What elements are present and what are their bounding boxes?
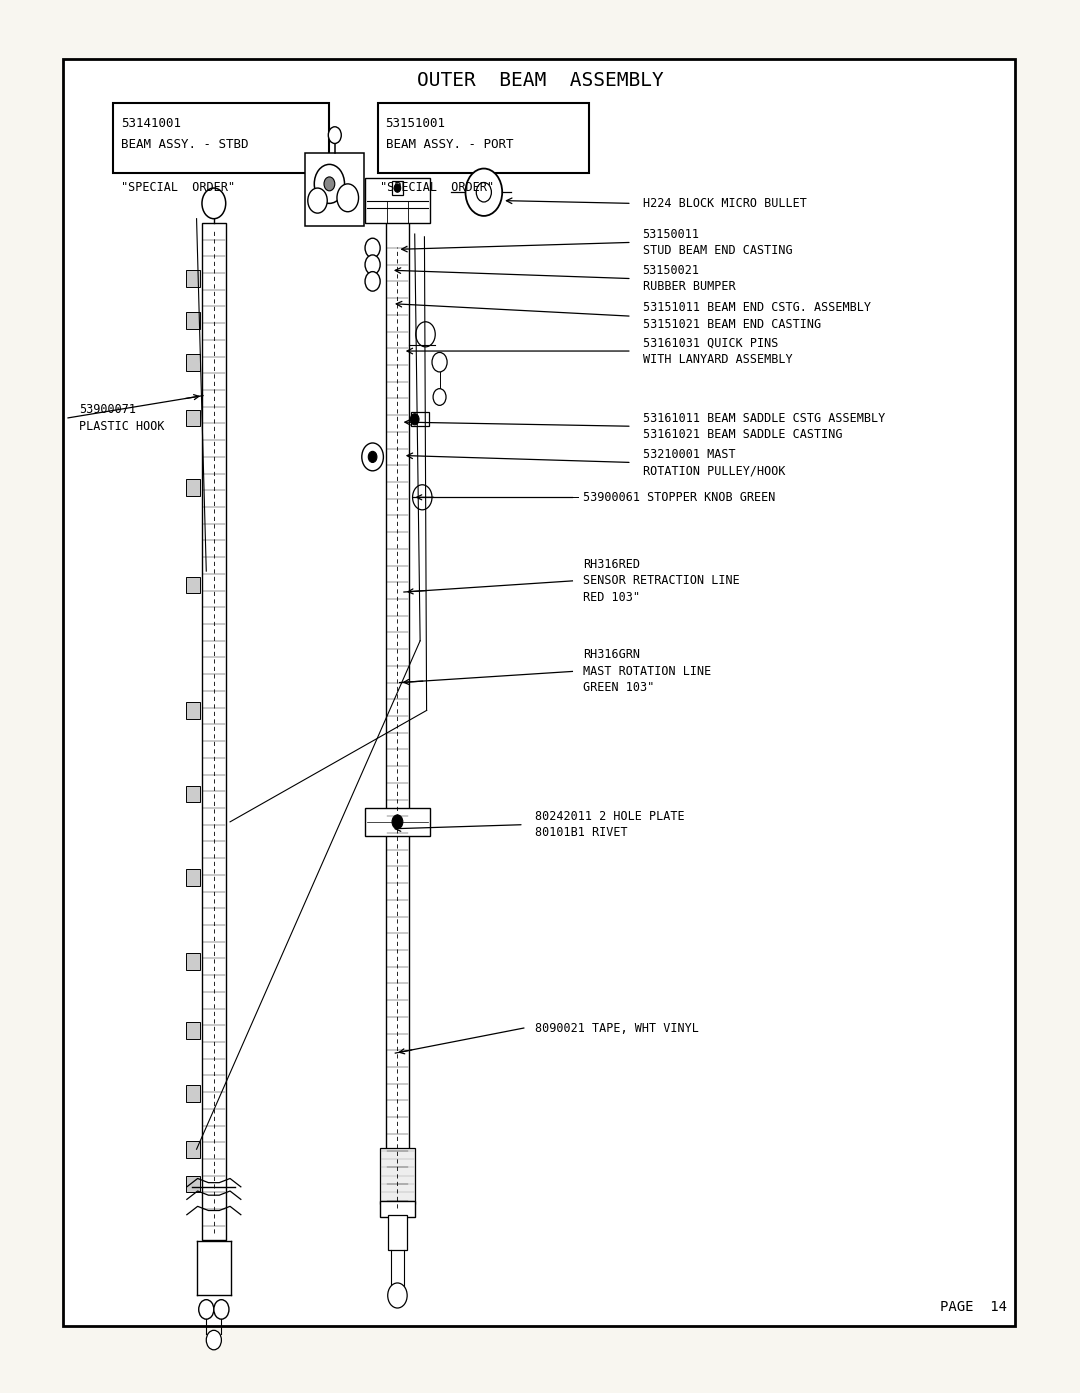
Circle shape xyxy=(206,1330,221,1350)
Text: "SPECIAL  ORDER": "SPECIAL ORDER" xyxy=(121,181,235,194)
Circle shape xyxy=(365,272,380,291)
Circle shape xyxy=(388,1283,407,1308)
Bar xyxy=(186,869,200,886)
Bar xyxy=(186,479,200,496)
Circle shape xyxy=(337,184,359,212)
Bar xyxy=(186,1176,200,1192)
Bar xyxy=(392,181,403,195)
Circle shape xyxy=(413,485,432,510)
Bar xyxy=(186,312,200,329)
Text: 53161011 BEAM SADDLE CSTG ASSEMBLY
53161021 BEAM SADDLE CASTING: 53161011 BEAM SADDLE CSTG ASSEMBLY 53161… xyxy=(643,411,885,442)
Bar xyxy=(202,223,226,1240)
Text: RH316RED
SENSOR RETRACTION LINE
RED 103": RH316RED SENSOR RETRACTION LINE RED 103" xyxy=(583,557,740,605)
Text: 53161031 QUICK PINS
WITH LANYARD ASSEMBLY: 53161031 QUICK PINS WITH LANYARD ASSEMBL… xyxy=(643,336,793,366)
Bar xyxy=(63,59,1015,1326)
Bar xyxy=(186,270,200,287)
Text: 53141001: 53141001 xyxy=(121,117,181,130)
Bar xyxy=(388,1215,407,1250)
Text: 53210001 MAST
ROTATION PULLEY/HOOK: 53210001 MAST ROTATION PULLEY/HOOK xyxy=(643,447,785,478)
Bar xyxy=(186,702,200,719)
Circle shape xyxy=(410,414,419,425)
Circle shape xyxy=(392,815,403,829)
Circle shape xyxy=(465,169,502,216)
Circle shape xyxy=(199,1300,214,1319)
Bar xyxy=(113,103,329,173)
Bar xyxy=(365,808,430,836)
Circle shape xyxy=(432,352,447,372)
Bar xyxy=(380,1148,415,1204)
Text: 53900061 STOPPER KNOB GREEN: 53900061 STOPPER KNOB GREEN xyxy=(583,490,775,504)
Text: 53150021
RUBBER BUMPER: 53150021 RUBBER BUMPER xyxy=(643,263,735,294)
Circle shape xyxy=(308,188,327,213)
Circle shape xyxy=(324,177,335,191)
Bar xyxy=(186,354,200,371)
Text: 53900071
PLASTIC HOOK: 53900071 PLASTIC HOOK xyxy=(79,403,164,433)
Circle shape xyxy=(368,451,377,462)
Text: "SPECIAL  ORDER": "SPECIAL ORDER" xyxy=(380,181,495,194)
Circle shape xyxy=(476,182,491,202)
Circle shape xyxy=(314,164,345,203)
Text: 8090021 TAPE, WHT VINYL: 8090021 TAPE, WHT VINYL xyxy=(535,1021,699,1035)
Circle shape xyxy=(214,1300,229,1319)
Circle shape xyxy=(365,255,380,274)
Bar xyxy=(378,103,589,173)
Bar xyxy=(186,410,200,426)
Circle shape xyxy=(328,127,341,143)
Bar xyxy=(186,1022,200,1039)
Text: OUTER  BEAM  ASSEMBLY: OUTER BEAM ASSEMBLY xyxy=(417,71,663,91)
Bar xyxy=(186,1141,200,1158)
Text: 53150011
STUD BEAM END CASTING: 53150011 STUD BEAM END CASTING xyxy=(643,227,793,258)
Circle shape xyxy=(362,443,383,471)
Circle shape xyxy=(365,238,380,258)
Text: 53151011 BEAM END CSTG. ASSEMBLY
53151021 BEAM END CASTING: 53151011 BEAM END CSTG. ASSEMBLY 5315102… xyxy=(643,301,870,332)
Text: 53151001: 53151001 xyxy=(386,117,446,130)
Circle shape xyxy=(416,322,435,347)
Text: BEAM ASSY. - PORT: BEAM ASSY. - PORT xyxy=(386,138,513,150)
Bar xyxy=(411,412,429,426)
Bar xyxy=(365,178,430,223)
Text: RH316GRN
MAST ROTATION LINE
GREEN 103": RH316GRN MAST ROTATION LINE GREEN 103" xyxy=(583,648,712,695)
Bar xyxy=(186,577,200,593)
Circle shape xyxy=(394,184,401,192)
Text: H224 BLOCK MICRO BULLET: H224 BLOCK MICRO BULLET xyxy=(643,196,807,210)
Bar xyxy=(380,1201,415,1217)
Bar xyxy=(305,153,364,226)
Bar xyxy=(186,786,200,802)
Text: PAGE  14: PAGE 14 xyxy=(940,1300,1007,1314)
Bar xyxy=(386,198,409,1215)
Circle shape xyxy=(433,389,446,405)
Text: BEAM ASSY. - STBD: BEAM ASSY. - STBD xyxy=(121,138,248,150)
Circle shape xyxy=(202,188,226,219)
Text: 80242011 2 HOLE PLATE
80101B1 RIVET: 80242011 2 HOLE PLATE 80101B1 RIVET xyxy=(535,809,685,840)
Bar xyxy=(186,1085,200,1102)
Bar xyxy=(186,953,200,970)
